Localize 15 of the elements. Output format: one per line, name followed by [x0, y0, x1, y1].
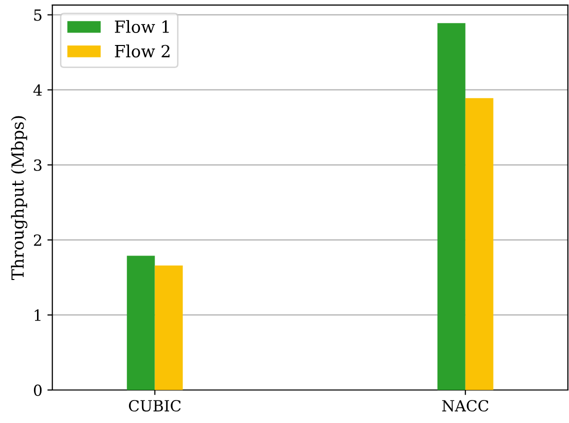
y-tick-label: 5	[34, 9, 42, 21]
legend-label: Flow 1	[114, 20, 169, 33]
x-tick-label: NACC	[442, 400, 488, 412]
legend-label: Flow 2	[114, 44, 170, 58]
y-tick-label: 2	[34, 234, 42, 246]
bar	[437, 23, 466, 390]
bar	[126, 256, 155, 390]
y-axis-title: Throughput (Mbps)	[10, 116, 28, 280]
y-tick-label: 4	[33, 84, 42, 96]
bar	[465, 98, 494, 390]
y-tick-label: 1	[34, 309, 40, 321]
y-tick-label: 3	[34, 159, 42, 171]
x-tick-label: CUBIC	[128, 400, 181, 412]
y-tick-label: 0	[34, 384, 42, 396]
bar	[154, 265, 183, 390]
